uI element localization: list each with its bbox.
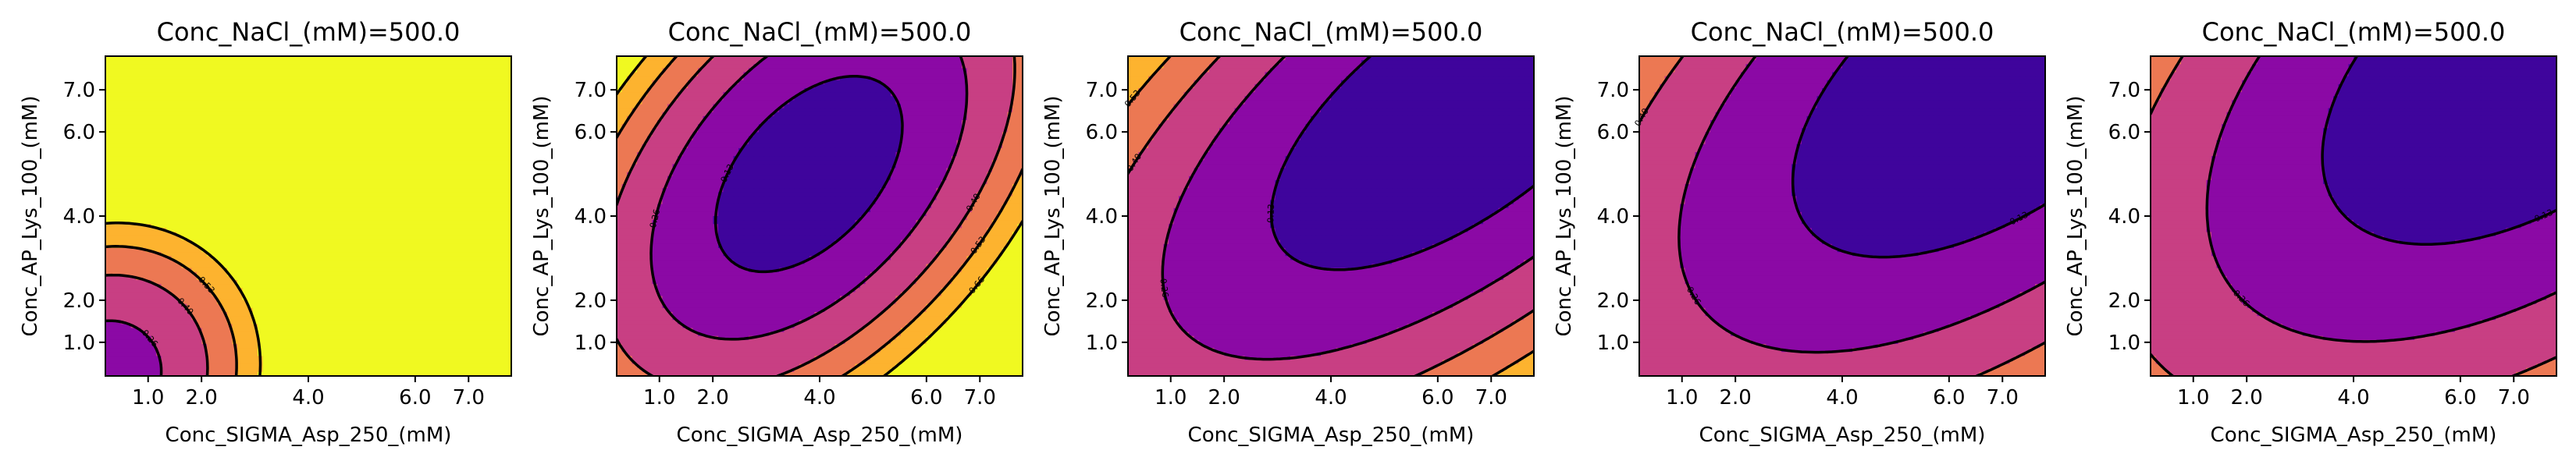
x-tick-label: 7.0 xyxy=(964,386,996,410)
y-axis-label: Conc_AP_Lys_100_(mM) xyxy=(19,95,42,336)
y-tick-label: 2.0 xyxy=(575,289,607,313)
contour-line-0.26 xyxy=(2205,56,2556,343)
contour-fill xyxy=(1639,56,2045,376)
y-tick-label: 1.0 xyxy=(1597,332,1629,355)
contour-line-0.40 xyxy=(1128,56,1534,376)
y-tick-label: 1.0 xyxy=(575,332,607,355)
x-tick-label: 6.0 xyxy=(1421,386,1453,410)
contour-panel-5: 0.130.261.0 2.0 4.0 6.0 7.01.02.04.06.07.0Co… xyxy=(2064,17,2557,447)
contour-fill xyxy=(617,56,1023,376)
contour-panel-4: 0.130.260.401.0 2.0 4.0 6.0 7.01.02.04.06.07… xyxy=(1553,17,2046,447)
x-axis-label: Conc_SIGMA_Asp_250_(mM) xyxy=(1188,424,1475,447)
x-tick-label: 6.0 xyxy=(1933,386,1965,410)
contour-line-0.13 xyxy=(1791,56,2045,259)
contour-line-0.66 xyxy=(617,56,1023,376)
chart-title: Conc_NaCl_(mM)=500.0 xyxy=(1691,17,1994,47)
contour-panel-3: 0.130.260.400.531.0 2.0 4.0 6.0 7.01.02.04.0… xyxy=(1041,17,1535,447)
y-tick-label: 2.0 xyxy=(63,289,95,313)
x-tick-label: 4.0 xyxy=(803,386,835,410)
y-tick-label: 7.0 xyxy=(575,79,607,102)
y-tick-label: 6.0 xyxy=(1086,121,1118,144)
x-tick-label: 1.0 xyxy=(2177,386,2209,410)
contour-line-0.26 xyxy=(105,319,163,376)
y-tick-label: 2.0 xyxy=(2108,289,2140,313)
x-tick-label: 2.0 xyxy=(1208,386,1240,410)
x-tick-label: 7.0 xyxy=(1475,386,1507,410)
contour-line-0.13 xyxy=(1269,56,1534,271)
contour-label: 0.26 xyxy=(1158,278,1170,298)
y-tick-label: 4.0 xyxy=(63,205,95,229)
x-tick-label: 6.0 xyxy=(399,386,431,410)
contour-line-0.40 xyxy=(2151,56,2556,376)
x-tick-label: 1.0 xyxy=(132,386,164,410)
x-tick-label: 7.0 xyxy=(453,386,485,410)
y-tick-label: 2.0 xyxy=(1597,289,1629,313)
x-tick-label: 2.0 xyxy=(2230,386,2262,410)
x-tick-label: 4.0 xyxy=(1826,386,1858,410)
contour-line-0.40 xyxy=(105,273,209,376)
chart-title: Conc_NaCl_(mM)=500.0 xyxy=(1179,17,1483,47)
x-axis-label: Conc_SIGMA_Asp_250_(mM) xyxy=(2211,424,2497,447)
x-tick-label: 2.0 xyxy=(185,386,217,410)
x-axis-label: Conc_SIGMA_Asp_250_(mM) xyxy=(677,424,963,447)
x-tick-label: 1.0 xyxy=(1155,386,1187,410)
y-tick-label: 2.0 xyxy=(1086,289,1118,313)
x-tick-label: 4.0 xyxy=(1315,386,1347,410)
contour-line-0.13 xyxy=(713,74,904,274)
y-tick-label: 6.0 xyxy=(1597,121,1629,144)
contour-panel-2: 0.130.260.400.530.661.0 2.0 4.0 6.0 7.01.02.… xyxy=(530,17,1023,447)
contour-line-0.26 xyxy=(1678,56,2045,354)
y-tick-label: 1.0 xyxy=(2108,332,2140,355)
chart-title: Conc_NaCl_(mM)=500.0 xyxy=(2202,17,2506,47)
x-tick-label: 4.0 xyxy=(2337,386,2369,410)
contour-panel-1: 0.260.400.531.0 2.0 4.0 6.0 7.01.02.04.06.07… xyxy=(19,17,512,447)
contour-line-0.53 xyxy=(105,245,238,376)
x-tick-label: 7.0 xyxy=(2498,386,2530,410)
x-tick-label: 4.0 xyxy=(292,386,324,410)
y-tick-label: 4.0 xyxy=(1086,205,1118,229)
y-tick-label: 1.0 xyxy=(1086,332,1118,355)
contour-line-0.13 xyxy=(2321,56,2556,246)
y-tick-label: 4.0 xyxy=(575,205,607,229)
x-tick-label: 2.0 xyxy=(1719,386,1751,410)
contour-line-0.66 xyxy=(105,222,262,376)
y-tick-label: 6.0 xyxy=(2108,121,2140,144)
x-axis-label: Conc_SIGMA_Asp_250_(mM) xyxy=(1699,424,1986,447)
contour-fill xyxy=(105,56,511,376)
contour-fill xyxy=(2151,56,2556,376)
y-tick-label: 1.0 xyxy=(63,332,95,355)
x-tick-label: 6.0 xyxy=(910,386,942,410)
x-tick-label: 2.0 xyxy=(696,386,728,410)
x-tick-label: 1.0 xyxy=(1666,386,1698,410)
y-tick-label: 4.0 xyxy=(1597,205,1629,229)
x-tick-label: 1.0 xyxy=(643,386,675,410)
y-tick-label: 7.0 xyxy=(1597,79,1629,102)
y-axis-label: Conc_AP_Lys_100_(mM) xyxy=(1041,95,1065,336)
contour-label: 0.13 xyxy=(1265,204,1276,223)
contour-label: 0.26 xyxy=(648,208,662,229)
x-axis-label: Conc_SIGMA_Asp_250_(mM) xyxy=(165,424,452,447)
y-tick-label: 7.0 xyxy=(63,79,95,102)
contour-line-0.40 xyxy=(617,56,1016,376)
y-tick-label: 7.0 xyxy=(2108,79,2140,102)
y-tick-label: 6.0 xyxy=(63,121,95,144)
y-tick-label: 6.0 xyxy=(575,121,607,144)
x-tick-label: 7.0 xyxy=(1987,386,2019,410)
y-axis-label: Conc_AP_Lys_100_(mM) xyxy=(2064,95,2087,336)
y-tick-label: 4.0 xyxy=(2108,205,2140,229)
y-axis-label: Conc_AP_Lys_100_(mM) xyxy=(1553,95,1576,336)
contour-line-0.26 xyxy=(1161,56,1534,361)
y-axis-label: Conc_AP_Lys_100_(mM) xyxy=(530,95,553,336)
chart-title: Conc_NaCl_(mM)=500.0 xyxy=(668,17,972,47)
contour-line-0.26 xyxy=(649,56,969,341)
contour-fill xyxy=(1128,56,1534,376)
x-tick-label: 6.0 xyxy=(2444,386,2476,410)
y-tick-label: 7.0 xyxy=(1086,79,1118,102)
chart-title: Conc_NaCl_(mM)=500.0 xyxy=(157,17,461,47)
